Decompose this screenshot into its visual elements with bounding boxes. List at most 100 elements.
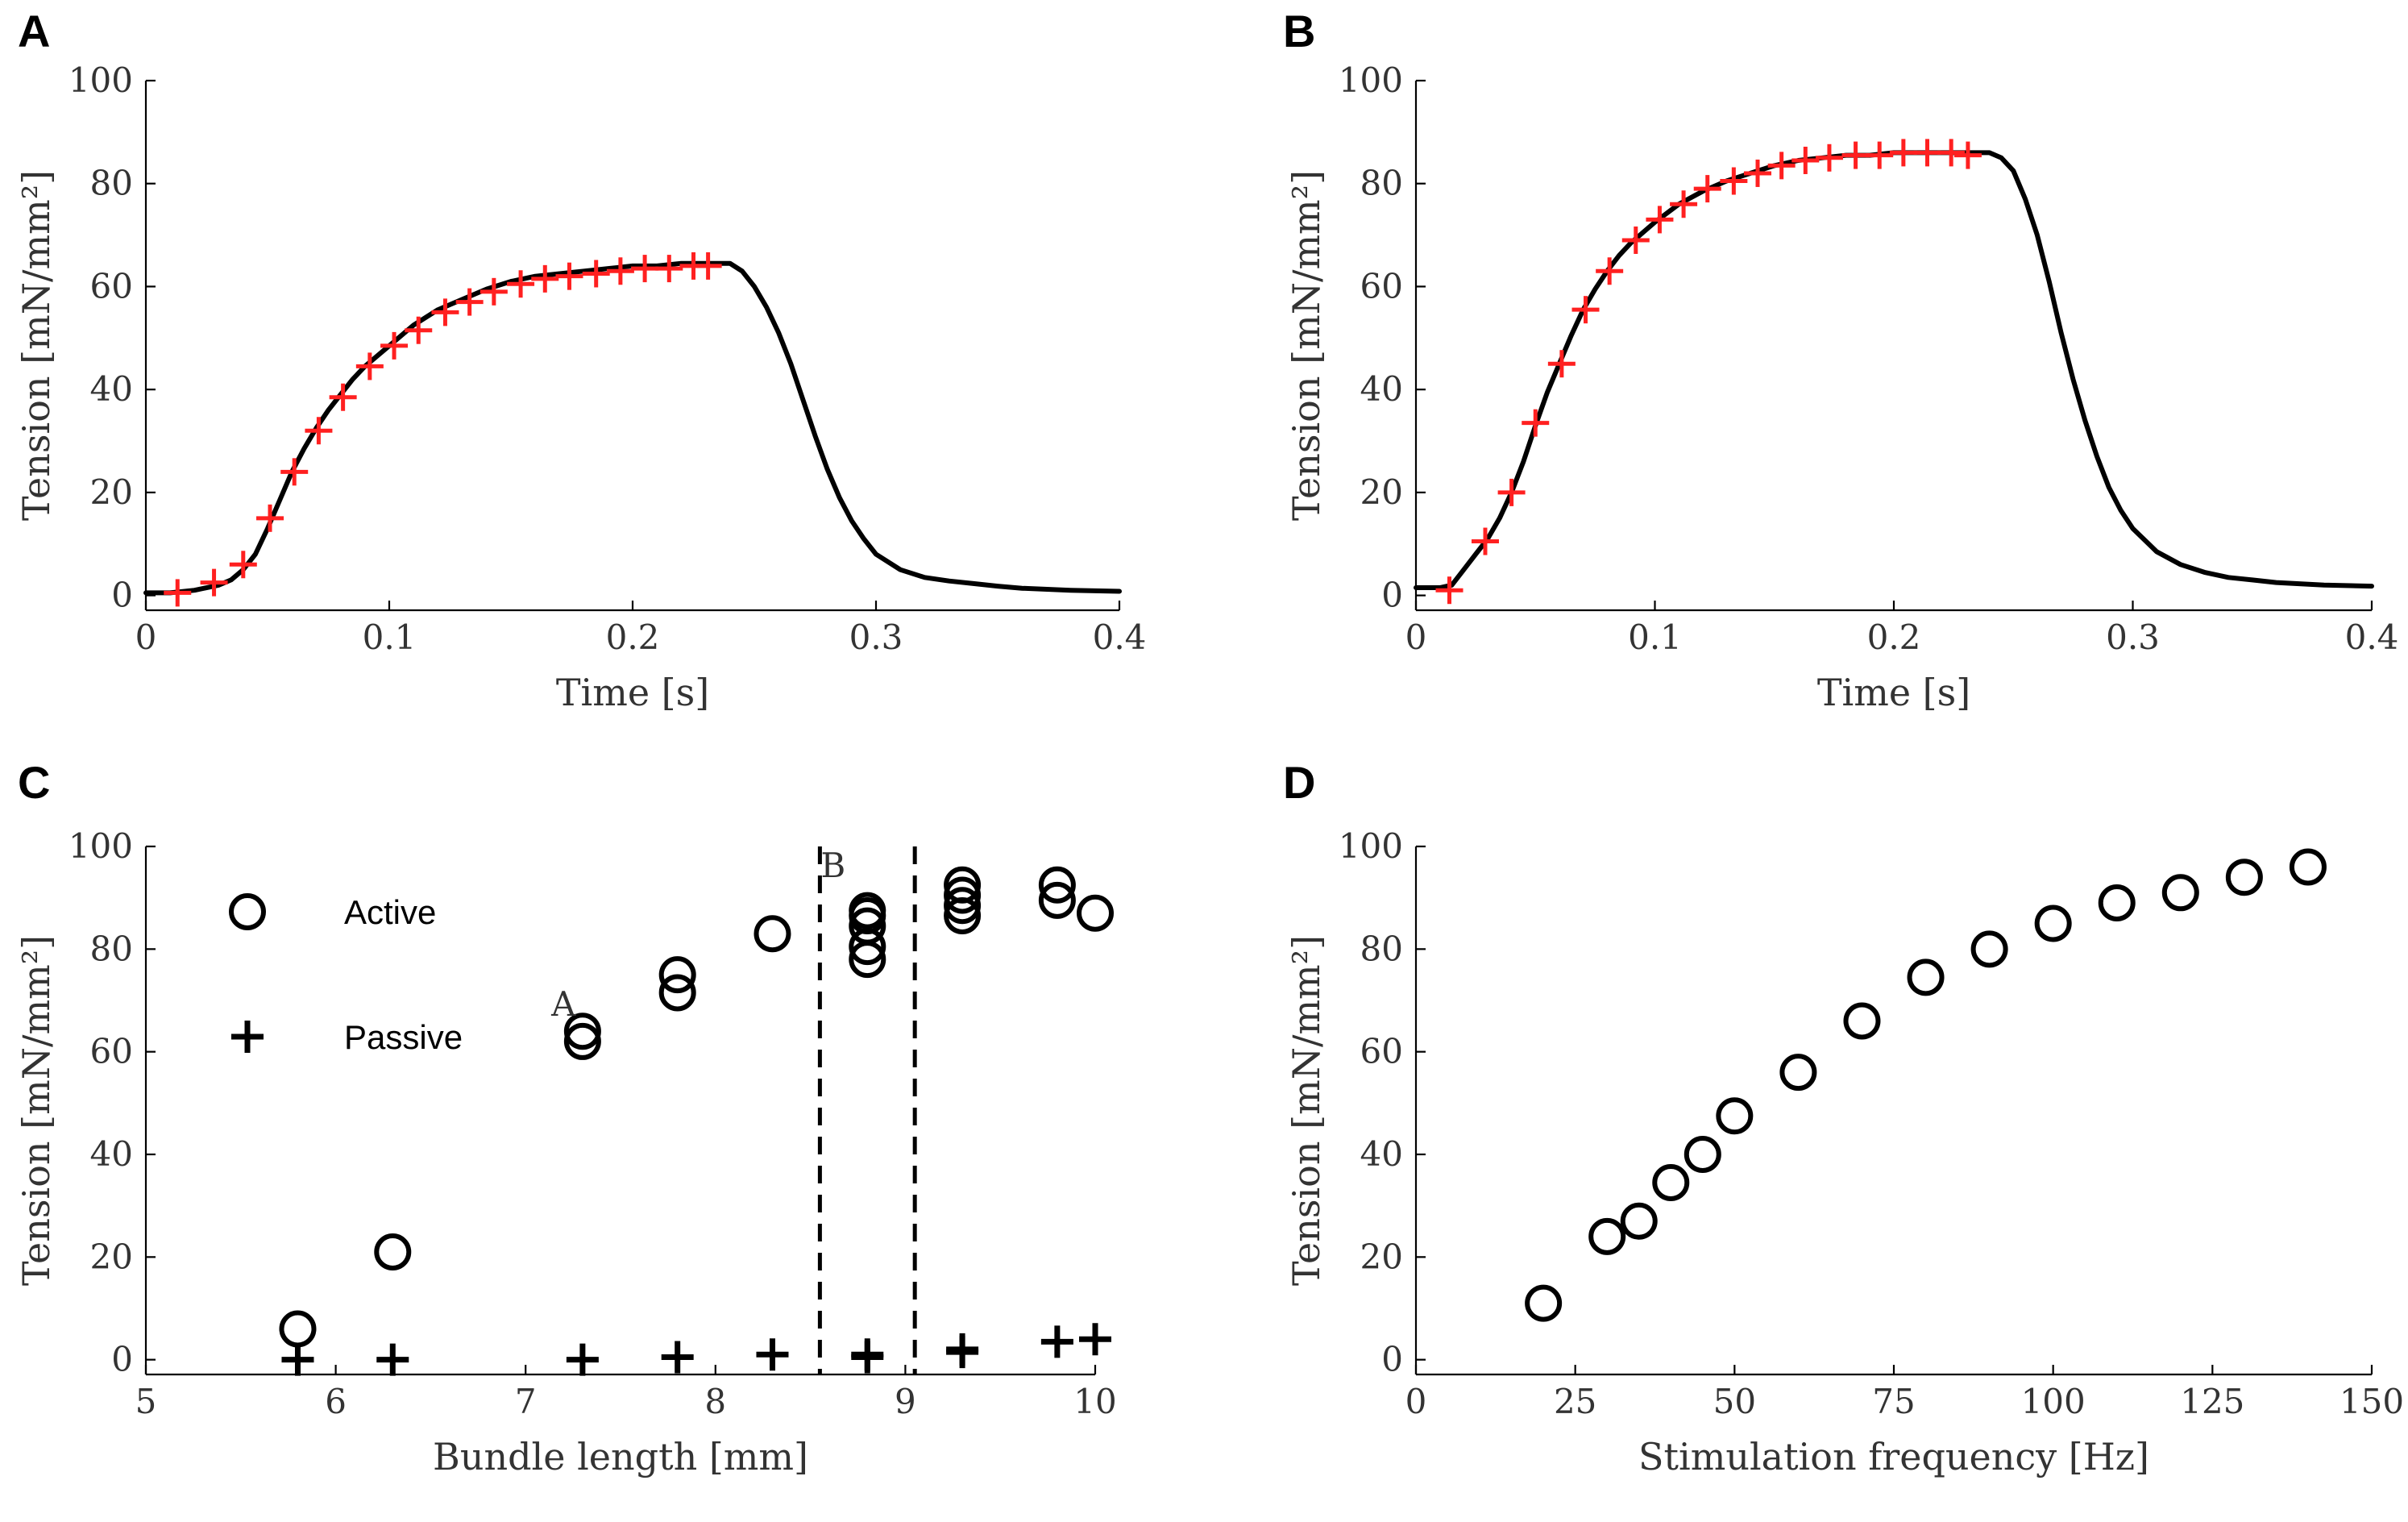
legend-circle-marker bbox=[229, 893, 266, 930]
x-tick-label: 9 bbox=[895, 1382, 916, 1421]
active-point bbox=[1038, 866, 1076, 904]
active-point bbox=[1970, 930, 2008, 968]
x-tick-label: 0 bbox=[1405, 618, 1427, 657]
y-tick-label: 0 bbox=[1381, 576, 1403, 615]
fit-marker bbox=[1497, 478, 1526, 506]
x-tick-label: 0.4 bbox=[1093, 618, 1147, 657]
fit-marker bbox=[1435, 576, 1463, 605]
x-tick-label: 8 bbox=[704, 1382, 726, 1421]
fit-marker bbox=[355, 352, 384, 380]
fit-marker bbox=[1547, 350, 1576, 378]
fit-marker bbox=[256, 504, 284, 532]
y-tick-label: 80 bbox=[1360, 164, 1403, 203]
panel-letter: B bbox=[1283, 6, 1315, 56]
fit-marker bbox=[1621, 226, 1650, 254]
active-point bbox=[2098, 884, 2136, 922]
active-point bbox=[658, 974, 696, 1012]
x-axis-label: Bundle length [mm] bbox=[433, 1435, 808, 1478]
panel-d: D 0 25 50 75 100 125 150 0 20 40 60 80 100 Stimulation… bbox=[1283, 757, 2404, 1478]
x-tick-label: 0.1 bbox=[1628, 618, 1682, 657]
fit-marker bbox=[1791, 146, 1820, 174]
y-axis-label: Tension [mN/mm²] bbox=[15, 935, 58, 1286]
y-axis-label: Tension [mN/mm²] bbox=[1285, 170, 1328, 521]
series-line-a bbox=[143, 260, 1122, 596]
y-tick-label: 0 bbox=[1381, 1340, 1403, 1379]
fit-marker bbox=[1646, 206, 1674, 234]
x-tick-label: 0.2 bbox=[606, 618, 660, 657]
active-point bbox=[2289, 848, 2327, 886]
x-axis-label: Stimulation frequency [Hz] bbox=[1638, 1435, 2149, 1478]
active-point bbox=[563, 1013, 601, 1050]
active-point bbox=[944, 876, 982, 914]
active-point bbox=[279, 1310, 317, 1348]
fit-marker bbox=[582, 260, 610, 288]
x-tick-label: 0.1 bbox=[363, 618, 417, 657]
active-point bbox=[658, 956, 696, 994]
x-tick-label: 100 bbox=[2021, 1382, 2086, 1421]
y-axis-label: Tension [mN/mm²] bbox=[15, 170, 58, 521]
x-tick-label: 0.4 bbox=[2345, 618, 2399, 657]
y-tick-label: 20 bbox=[90, 472, 133, 512]
fit-marker bbox=[480, 277, 508, 306]
active-point bbox=[944, 887, 982, 925]
annotation-label: B bbox=[820, 846, 845, 885]
fit-marker bbox=[380, 331, 409, 360]
active-point bbox=[1038, 881, 1076, 919]
fit-marker bbox=[631, 255, 659, 283]
active-point bbox=[754, 915, 791, 953]
fit-marker bbox=[1693, 175, 1721, 203]
y-tick-label: 60 bbox=[1360, 1032, 1403, 1071]
x-tick-label: 50 bbox=[1713, 1382, 1756, 1421]
x-tick-label: 0 bbox=[135, 618, 157, 657]
x-tick-label: 7 bbox=[515, 1382, 537, 1421]
active-point bbox=[1588, 1217, 1626, 1255]
x-tick-label: 75 bbox=[1872, 1382, 1915, 1421]
fit-marker bbox=[1913, 139, 1941, 167]
panel-a: A 0 0.1 0.2 0.3 0.4 0 20 40 60 80 100 Time [s] Tensio… bbox=[15, 6, 1146, 714]
fit-marker bbox=[1866, 141, 1894, 169]
y-tick-label: 100 bbox=[1339, 60, 1403, 100]
y-tick-label: 40 bbox=[90, 369, 133, 409]
panel-letter: C bbox=[18, 757, 50, 808]
y-tick-label: 20 bbox=[90, 1237, 133, 1276]
fit-marker bbox=[305, 417, 333, 445]
fit-marker bbox=[1571, 296, 1600, 324]
y-tick-label: 20 bbox=[1360, 472, 1403, 512]
fit-marker bbox=[1471, 527, 1499, 555]
active-point bbox=[849, 907, 886, 945]
y-axis-label: Tension [mN/mm²] bbox=[1285, 935, 1328, 1286]
fit-marker bbox=[1767, 152, 1796, 180]
passive-point bbox=[1040, 1325, 1073, 1358]
y-tick-label: 60 bbox=[90, 1032, 133, 1071]
fit-marker bbox=[200, 568, 228, 597]
active-point bbox=[1843, 1002, 1881, 1040]
passive-point bbox=[376, 1343, 409, 1376]
fit-marker bbox=[229, 551, 257, 579]
active-point bbox=[1525, 1284, 1563, 1322]
passive-point bbox=[566, 1343, 599, 1376]
fit-marker bbox=[329, 383, 357, 411]
fit-marker bbox=[555, 262, 583, 290]
fit-marker bbox=[507, 270, 535, 298]
active-point bbox=[2161, 874, 2199, 912]
y-tick-label: 40 bbox=[1360, 1134, 1403, 1174]
fit-marker bbox=[1743, 159, 1771, 187]
y-tick-label: 100 bbox=[69, 60, 133, 100]
active-point bbox=[1907, 959, 1945, 996]
passive-point bbox=[756, 1338, 789, 1371]
fit-marker bbox=[405, 316, 433, 344]
fit-marker bbox=[606, 257, 634, 285]
y-tick-label: 0 bbox=[111, 1340, 133, 1379]
x-tick-label: 5 bbox=[135, 1382, 157, 1421]
fit-marker bbox=[280, 458, 309, 486]
y-tick-label: 40 bbox=[90, 1134, 133, 1174]
active-point bbox=[944, 866, 982, 904]
y-tick-label: 60 bbox=[90, 266, 133, 306]
fit-marker bbox=[1720, 167, 1748, 195]
active-point bbox=[1077, 894, 1114, 932]
active-point bbox=[1716, 1097, 1754, 1135]
panel-b: B 0 0.1 0.2 0.3 0.4 0 20 40 60 80 100 Time [s] Tensio… bbox=[1283, 6, 2398, 714]
fit-marker bbox=[1937, 139, 1966, 167]
passive-point bbox=[851, 1338, 884, 1371]
